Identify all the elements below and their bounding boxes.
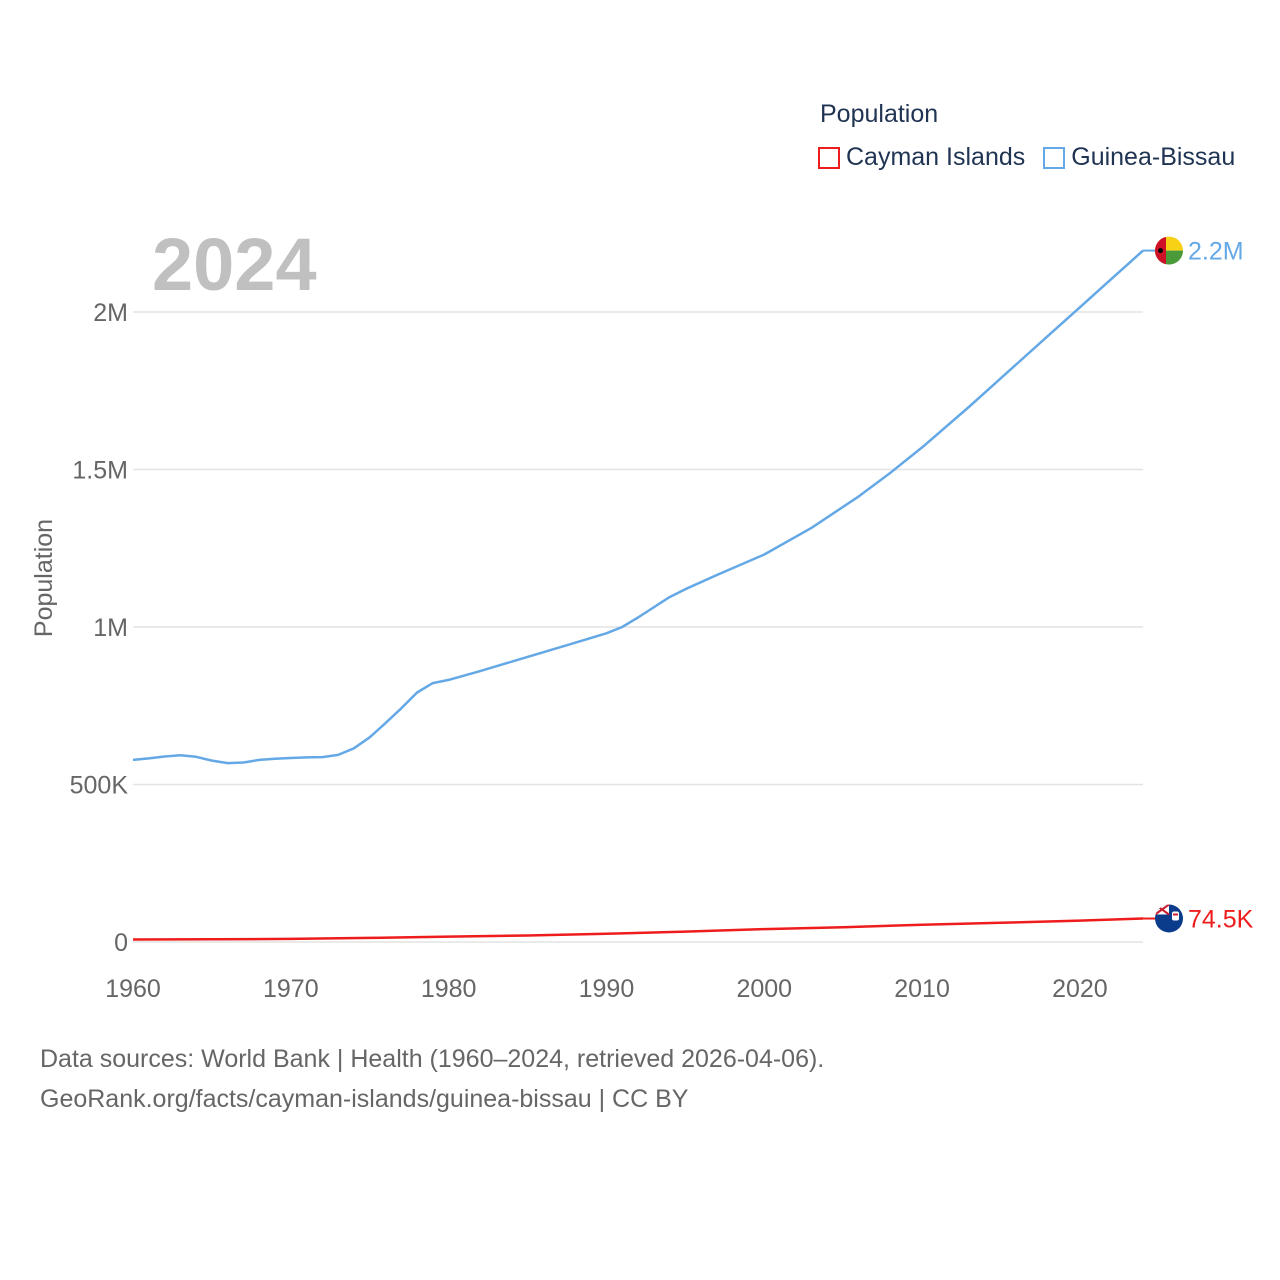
series-line-guinea-bissau [132, 249, 1144, 765]
series-lines [132, 249, 1157, 941]
legend-title: Population [820, 100, 939, 128]
series-end-label-guinea-bissau: 2.2M [1188, 238, 1244, 266]
x-tick-label: 1990 [579, 975, 635, 1003]
y-axis-title: Population [30, 519, 58, 637]
x-tick-label: 2010 [894, 975, 950, 1003]
x-tick-label: 2020 [1052, 975, 1108, 1003]
legend: Cayman Islands Guinea-Bissau [818, 143, 1253, 172]
source-url: GeoRank.org/facts/cayman-islands/guinea-… [40, 1085, 689, 1113]
x-tick-label: 1980 [421, 975, 477, 1003]
y-tick-label: 1M [93, 614, 128, 642]
series-line-cayman-islands [132, 917, 1144, 941]
legend-label-cayman-islands: Cayman Islands [846, 143, 1026, 171]
data-source-note: Data sources: World Bank | Health (1960–… [40, 1045, 825, 1073]
y-tick-label: 500K [70, 772, 129, 800]
cayman-islands-flag [1155, 904, 1183, 933]
x-tick-label: 2000 [736, 975, 792, 1003]
y-tick-label: 2M [93, 299, 128, 327]
x-axis-ticks: 1960 1970 1980 1990 2000 2010 2020 [105, 975, 1108, 1003]
legend-swatch-guinea-bissau [1043, 146, 1066, 169]
y-axis-ticks: 0 500K 1M 1.5M 2M [70, 299, 129, 957]
gridlines [133, 311, 1143, 943]
y-tick-label: 1.5M [72, 457, 128, 485]
legend-item-guinea-bissau[interactable]: Guinea-Bissau [1043, 143, 1235, 172]
year-watermark: 2024 [152, 223, 317, 306]
series-end-labels: 2.2M 74.5K [1188, 238, 1254, 934]
legend-item-cayman-islands[interactable]: Cayman Islands [818, 143, 1025, 172]
series-end-label-cayman-islands: 74.5K [1188, 906, 1254, 934]
y-tick-label: 0 [114, 929, 128, 957]
legend-label-guinea-bissau: Guinea-Bissau [1071, 143, 1236, 171]
x-tick-label: 1970 [263, 975, 319, 1003]
guinea-bissau-flag [1155, 236, 1183, 265]
x-tick-label: 1960 [105, 975, 161, 1003]
legend-swatch-cayman-islands [818, 146, 840, 169]
